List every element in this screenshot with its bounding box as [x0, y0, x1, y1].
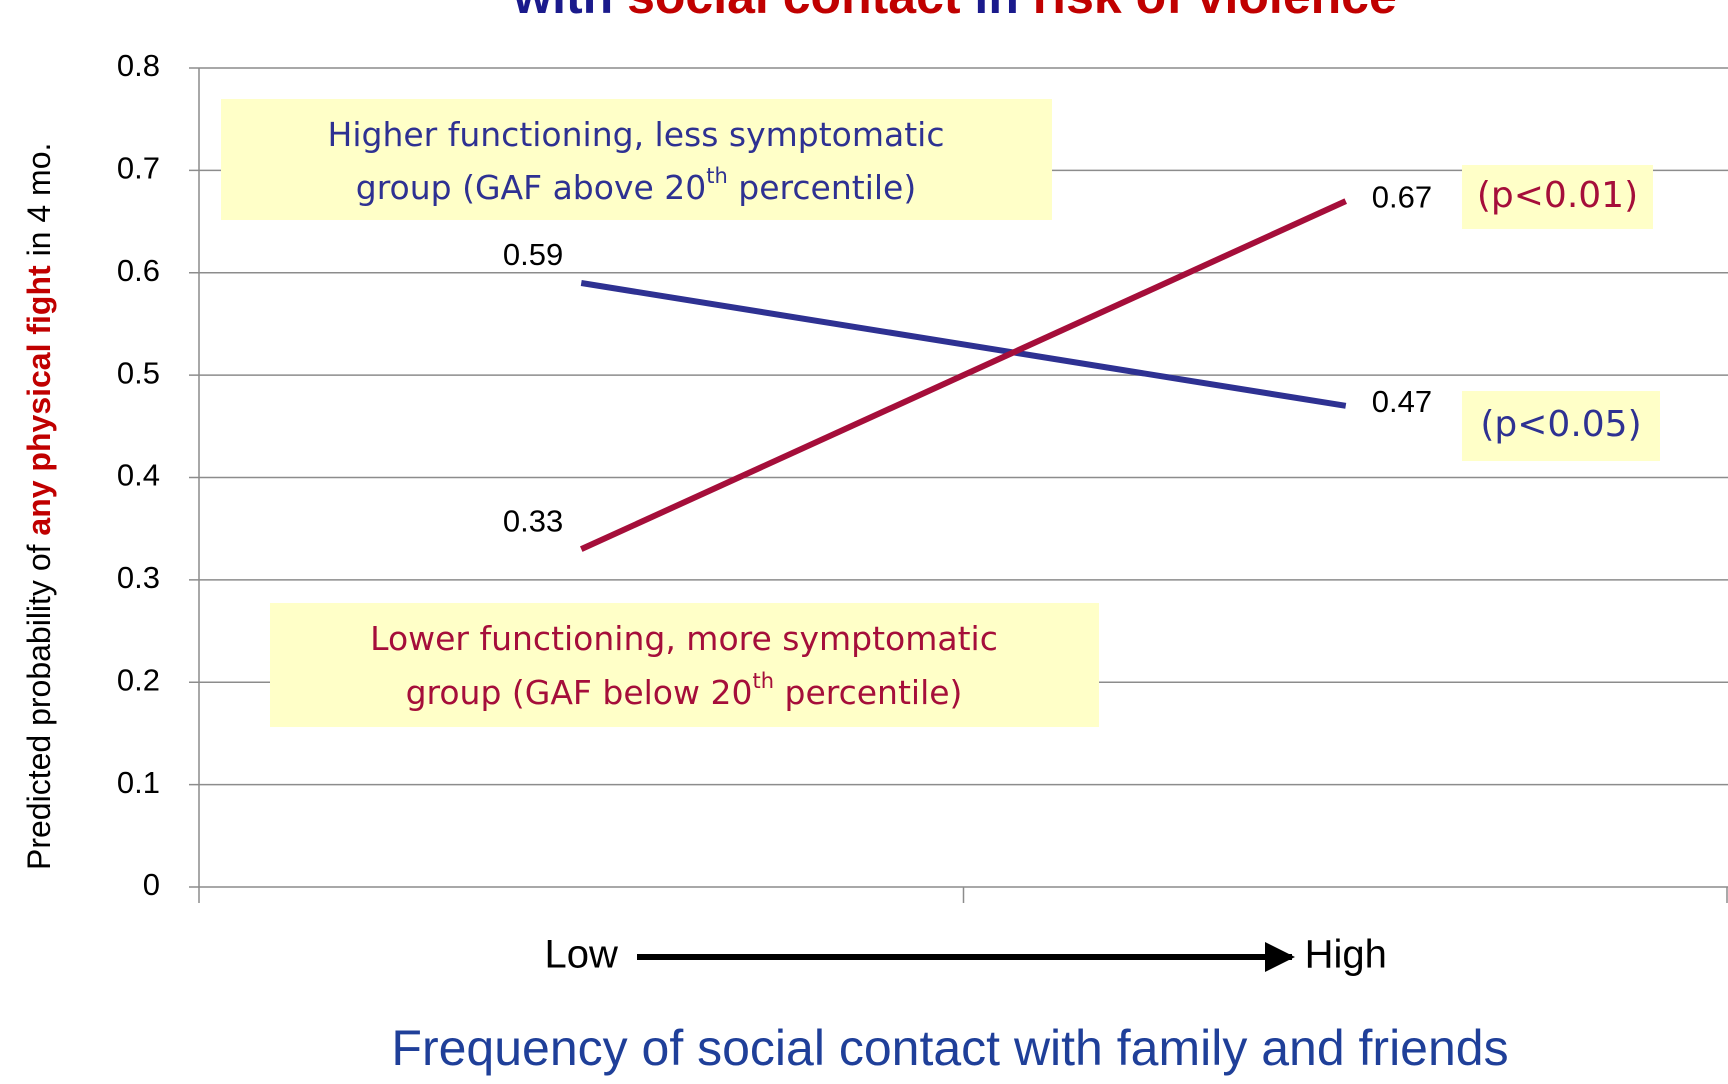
p-value-box	[1462, 165, 1653, 229]
line	[580, 198, 1347, 552]
y-tick-label: 0.1	[117, 765, 160, 800]
x-tick-label: Low	[545, 933, 618, 977]
p-value: (p<0.01)	[1477, 175, 1638, 216]
y-label-part: Predicted probability of	[21, 536, 57, 870]
data-label: 0.67	[1372, 179, 1432, 214]
y-tick-label: 0.3	[117, 560, 160, 595]
title-part: with	[512, 0, 627, 24]
y-tick-label: 0	[143, 867, 160, 902]
x-tick-label: High	[1305, 933, 1387, 977]
annotation-part: percentile)	[728, 168, 916, 207]
superscript: th	[706, 164, 728, 188]
y-tick-label: 0.5	[117, 355, 160, 390]
title-part: in	[961, 0, 1033, 24]
chart-title: with social contact in risk of violence	[512, 0, 1397, 24]
annotation-text: group (GAF above 20th percentile)	[356, 164, 916, 207]
x-axis-label: Frequency of social contact with family …	[391, 1020, 1508, 1076]
data-label: 0.33	[503, 503, 563, 538]
title-part: risk of violence	[1033, 0, 1397, 24]
annotation-box	[270, 603, 1099, 727]
superscript: th	[752, 669, 774, 693]
p-value: (p<0.05)	[1480, 404, 1641, 445]
annotation-text: Higher functioning, less symptomatic	[328, 115, 945, 154]
annotation-part: group (GAF above 20	[356, 168, 707, 207]
annotation-part: group (GAF below 20	[406, 673, 753, 712]
p-value-box	[1462, 391, 1660, 461]
y-tick-label: 0.4	[117, 458, 160, 493]
y-tick-label: 0.8	[117, 48, 160, 83]
data-label: 0.59	[503, 237, 563, 272]
annotation-part: percentile)	[774, 673, 962, 712]
annotation-box	[221, 99, 1052, 220]
y-axis-label: Predicted probability of any physical fi…	[21, 143, 57, 870]
y-tick-label: 0.6	[117, 253, 160, 288]
title-part: social contact	[627, 0, 961, 24]
annotation-text: Lower functioning, more symptomatic	[370, 619, 998, 658]
data-label: 0.47	[1372, 384, 1432, 419]
annotation-part: Higher functioning, less symptomatic	[328, 115, 945, 154]
y-tick-label: 0.2	[117, 662, 160, 697]
annotation-part: Lower functioning, more symptomatic	[370, 619, 998, 658]
y-label-part: any physical fight	[21, 265, 57, 536]
y-tick-label: 0.7	[117, 151, 160, 186]
annotation-text: group (GAF below 20th percentile)	[406, 669, 963, 712]
y-label-part: in 4 mo.	[21, 143, 57, 266]
line	[580, 280, 1347, 409]
